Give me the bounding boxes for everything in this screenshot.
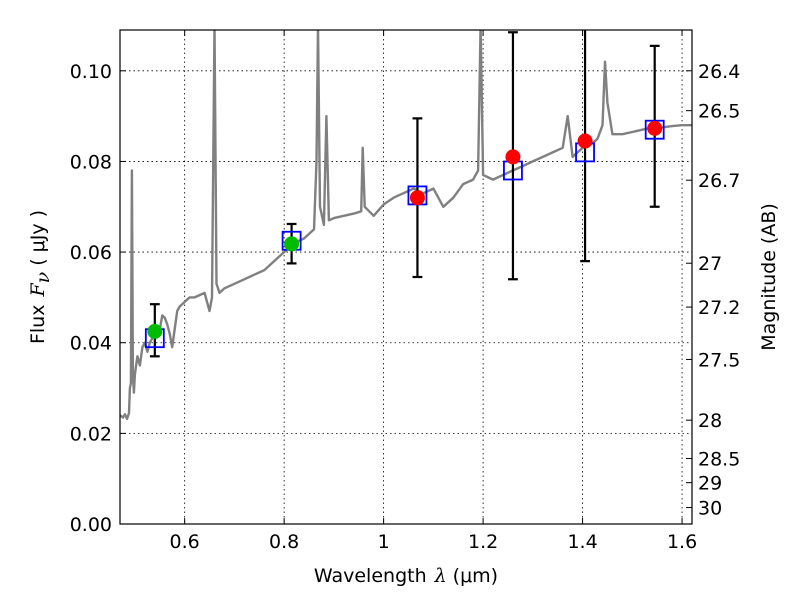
y-tick-label: 0.10 xyxy=(70,61,112,83)
magnitude-tick-label: 27 xyxy=(698,253,722,275)
x-tick-label: 1 xyxy=(378,531,390,553)
magnitude-tick-label: 26.7 xyxy=(698,170,740,192)
magnitude-axis-ticks: 26.4 26.5 26.7 27 27.2 27.5 28 28.5 29 30 xyxy=(686,61,740,520)
plot-frame xyxy=(119,29,693,525)
magnitude-tick-label: 26.4 xyxy=(698,61,740,83)
magnitude-axis-label: Magnitude (AB) xyxy=(758,203,780,351)
magnitude-tick-label: 27.2 xyxy=(698,297,740,319)
observed-flux-point xyxy=(147,323,163,339)
observed-flux-point xyxy=(647,120,663,136)
grid xyxy=(120,30,692,525)
model-flux-box xyxy=(644,119,665,140)
model-spectrum-line xyxy=(120,30,692,421)
observed-flux-points xyxy=(147,120,663,339)
x-axis-label: Wavelength λ (μm) xyxy=(314,565,498,587)
magnitude-tick-label: 27.5 xyxy=(698,349,740,371)
x-tick-label: 1.6 xyxy=(667,531,697,553)
magnitude-tick-label: 28 xyxy=(698,410,722,432)
y-tick-label: 0.06 xyxy=(70,242,112,264)
x-tick-label: 0.8 xyxy=(269,531,299,553)
y-tick-label: 0.04 xyxy=(70,333,112,355)
magnitude-tick-label: 26.5 xyxy=(698,101,740,123)
y-axis-ticks: 0.00 0.02 0.04 0.06 0.08 0.10 xyxy=(70,61,126,536)
observed-flux-point xyxy=(577,133,593,149)
magnitude-tick-label: 28.5 xyxy=(698,448,740,470)
y-tick-label: 0.02 xyxy=(70,423,112,445)
x-tick-label: 1.4 xyxy=(567,531,597,553)
magnitude-tick-label: 30 xyxy=(698,498,722,520)
y-tick-label: 0.00 xyxy=(70,514,112,536)
observed-flux-point xyxy=(505,149,521,165)
x-tick-label: 1.2 xyxy=(468,531,498,553)
observed-flux-point xyxy=(409,190,425,206)
y-tick-label: 0.08 xyxy=(70,151,112,173)
observed-flux-point xyxy=(284,236,300,252)
x-tick-label: 0.6 xyxy=(170,531,200,553)
y-axis-label: FluxFν( μJy ) xyxy=(27,210,54,344)
error-bars xyxy=(149,30,660,358)
x-axis-ticks: 0.6 0.8 1 1.2 1.4 1.6 xyxy=(170,30,697,553)
magnitude-tick-label: 29 xyxy=(698,473,722,495)
